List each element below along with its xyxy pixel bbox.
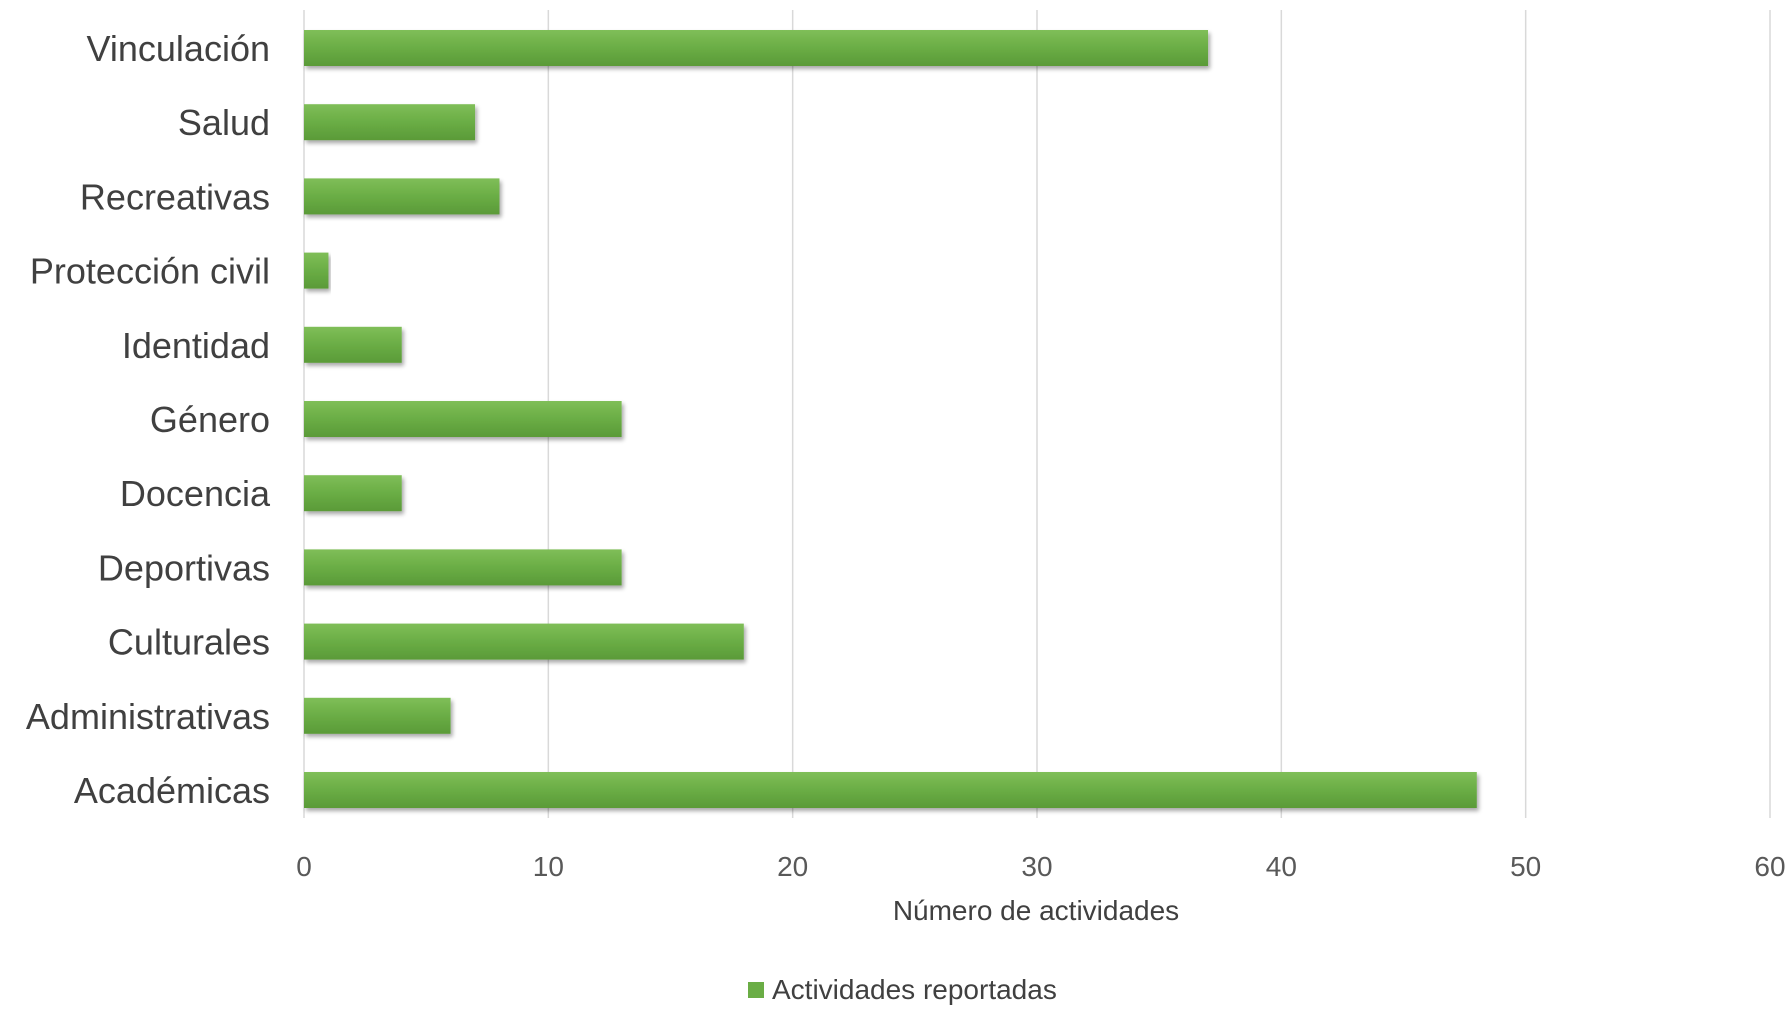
bar [304,772,1477,808]
x-tick-label: 0 [296,851,312,882]
gridlines [303,10,1771,818]
category-label: Docencia [120,473,271,514]
x-tick-label: 20 [777,851,808,882]
category-label: Identidad [122,325,270,366]
bar [304,30,1209,66]
bar [304,549,622,586]
bar [304,475,402,512]
legend: Actividades reportadas [748,974,1057,1005]
x-tick-label: 50 [1510,851,1541,882]
x-axis-title: Número de actividades [893,895,1179,926]
bar [304,401,622,437]
category-label: Deportivas [98,547,270,588]
bar [304,252,329,289]
legend-label: Actividades reportadas [772,974,1057,1005]
bar [304,178,500,215]
category-label: Protección civil [30,251,270,292]
bar [304,104,476,141]
x-tick-label: 60 [1754,851,1785,882]
category-label: Vinculación [87,28,270,69]
category-label: Administrativas [26,696,270,737]
x-tick-label: 40 [1266,851,1297,882]
legend-swatch [748,982,764,998]
x-tick-label: 30 [1021,851,1052,882]
category-label: Género [150,399,270,440]
bar [304,326,402,363]
category-label: Recreativas [80,176,270,217]
category-labels: Vinculación Salud Recreativas Protección ci… [26,28,271,811]
category-label: Académicas [74,770,270,811]
bar [304,697,451,734]
x-tick-label: 10 [533,851,564,882]
bar [304,623,744,660]
bars-group [304,30,1477,808]
category-label: Culturales [108,622,270,663]
x-tick-labels: 0 10 20 30 40 50 60 [296,851,1785,882]
category-label: Salud [178,102,270,143]
